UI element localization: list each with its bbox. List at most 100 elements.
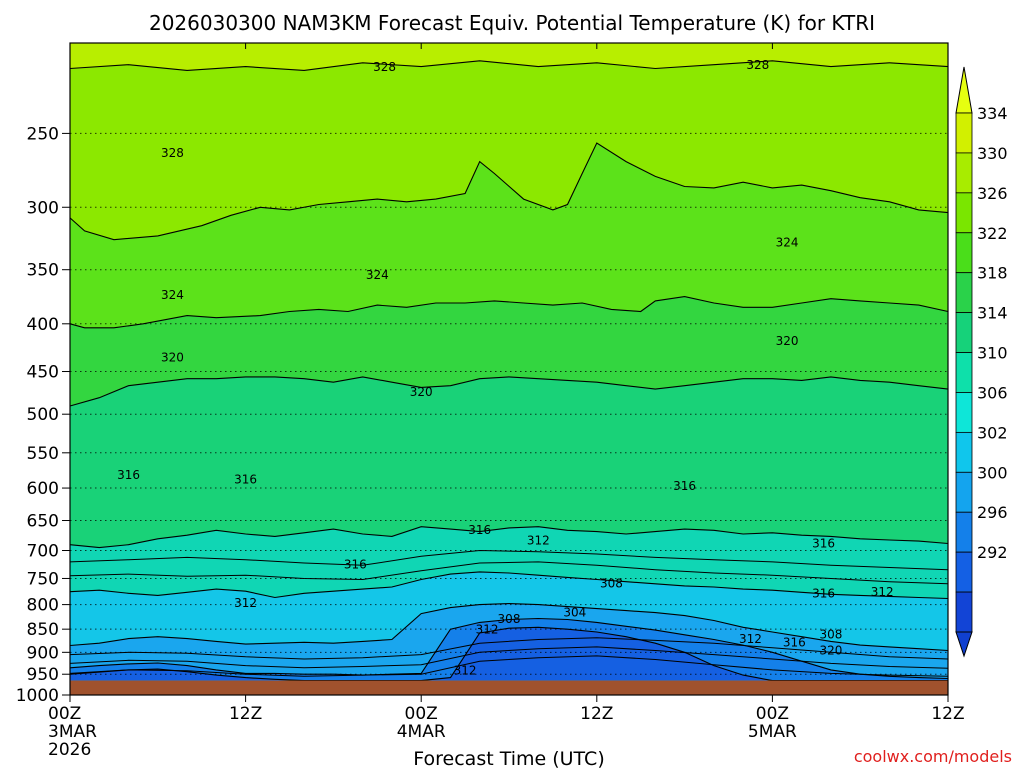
contour-line-310 — [69, 571, 949, 600]
y-tick-label-850: 850 — [27, 620, 59, 640]
colorbar-swatch-11 — [955, 551, 973, 593]
colorbar-label-296: 296 — [977, 503, 1008, 522]
colorbar-top-arrow — [955, 66, 973, 114]
y-tick-label-950: 950 — [27, 665, 59, 685]
contour-label-text: 312 — [454, 663, 477, 677]
band-fill-322-326 — [70, 143, 948, 328]
colorbar-label-330: 330 — [977, 144, 1008, 163]
contour-label-328: 328 — [746, 58, 769, 72]
contour-label-312: 312 — [234, 596, 257, 610]
y-tick-label-350: 350 — [27, 261, 59, 281]
contour-label-text: 328 — [746, 58, 769, 72]
y-tick-label-800: 800 — [27, 596, 59, 616]
band-fill-302-306 — [70, 603, 948, 679]
x-axis-title: Forecast Time (UTC) — [413, 748, 604, 768]
colorbar-swatch-4 — [955, 272, 973, 314]
colorbar-label-318: 318 — [977, 264, 1008, 283]
contour-line-layer — [69, 60, 949, 682]
x-tick-label-5-0: 12Z — [931, 704, 964, 724]
colorbar-swatch-6 — [955, 352, 973, 393]
contour-label-320: 320 — [161, 350, 184, 364]
contour-line-extra — [69, 637, 949, 660]
contour-label-text: 320 — [819, 644, 842, 658]
colorbar-label-306: 306 — [977, 383, 1008, 402]
colorbar-swatch-0 — [955, 112, 973, 154]
colorbar-swatch-5 — [955, 312, 973, 353]
colorbar-swatch-10 — [955, 511, 973, 553]
contour-label-316: 316 — [812, 536, 835, 550]
contour-label-text: 324 — [161, 288, 184, 302]
contour-label-text: 316 — [234, 473, 257, 487]
contour-label-text: 304 — [563, 606, 586, 620]
y-tick-label-250: 250 — [27, 124, 59, 144]
colorbar-label-314: 314 — [977, 304, 1008, 323]
plot-frame — [69, 42, 949, 696]
y-tick-label-550: 550 — [27, 444, 59, 464]
contour-label-text: 320 — [161, 350, 184, 364]
contour-label-316: 316 — [783, 635, 806, 649]
contour-label-316: 316 — [344, 558, 367, 572]
contour-label-text: 316 — [344, 558, 367, 572]
contour-line-314 — [69, 526, 949, 549]
contour-label-324: 324 — [776, 236, 799, 250]
contour-label-316: 316 — [468, 523, 491, 537]
terrain-layer — [70, 680, 948, 696]
x-tick-label-4-1: 5MAR — [748, 722, 797, 742]
contour-label-text: 312 — [871, 585, 894, 599]
contour-label-text: 316 — [673, 479, 696, 493]
band-fill-306-310 — [70, 571, 948, 651]
contour-label-text: 312 — [476, 623, 499, 637]
contour-label-text: 324 — [776, 236, 799, 250]
pressure-gridlines — [70, 132, 948, 696]
contour-label-text: 308 — [600, 576, 623, 590]
contour-label-312: 312 — [454, 663, 477, 677]
x-tick-label-1-0: 12Z — [229, 704, 262, 724]
contour-line-326 — [69, 142, 949, 241]
y-tick-label-600: 600 — [27, 479, 59, 499]
colorbar-label-310: 310 — [977, 344, 1008, 363]
contour-label-text: 320 — [410, 385, 433, 399]
y-tick-label-750: 750 — [27, 569, 59, 589]
contour-line-330 — [69, 60, 949, 71]
band-fill-294-298 — [70, 627, 948, 681]
terrain-fill — [70, 680, 948, 695]
y-tick-label-400: 400 — [27, 315, 59, 335]
x-tick-label-2-0: 00Z — [405, 704, 438, 724]
contour-label-324: 324 — [161, 288, 184, 302]
plot-area: 328 328 328 324 324 324 320 320 320 316 316 316 316 3… — [69, 42, 949, 696]
x-tick-label-2-1: 4MAR — [397, 722, 446, 742]
band-fill-326-330 — [70, 60, 948, 240]
credit-link[interactable]: coolwx.com/models — [854, 747, 1012, 766]
contour-line-extra — [69, 561, 949, 585]
colorbar-label-322: 322 — [977, 224, 1008, 243]
contour-line-306 — [69, 603, 949, 652]
contour-label-320: 320 — [819, 644, 842, 658]
colorbar-label-334: 334 — [977, 104, 1008, 123]
contour-label-text: 312 — [234, 596, 257, 610]
y-tick-label-650: 650 — [27, 511, 59, 531]
colorbar-label-302: 302 — [977, 423, 1008, 442]
x-tick-label-0-2: 2026 — [48, 740, 91, 760]
colorbar-label-326: 326 — [977, 184, 1008, 203]
contour-label-text: 328 — [161, 146, 184, 160]
contour-label-304: 304 — [563, 606, 586, 620]
contour-label-312: 312 — [527, 533, 550, 547]
colorbar-swatch-8 — [955, 431, 973, 473]
y-tick-label-900: 900 — [27, 643, 59, 663]
contour-label-text: 328 — [373, 60, 396, 74]
contour-label-316: 316 — [673, 479, 696, 493]
contour-label-316: 316 — [812, 586, 835, 600]
colorbar-swatch-9 — [955, 471, 973, 513]
y-tick-label-1000: 1000 — [16, 686, 59, 706]
contour-label-328: 328 — [373, 60, 396, 74]
x-tick-label-0-1: 3MAR — [48, 722, 97, 742]
contour-label-text: 312 — [527, 533, 550, 547]
y-tick-label-500: 500 — [27, 405, 59, 425]
contour-label-text: 324 — [366, 268, 389, 282]
contour-label-312: 312 — [739, 632, 762, 646]
contour-label-312: 312 — [476, 623, 499, 637]
contour-label-308: 308 — [498, 612, 521, 626]
contour-label-text: 316 — [783, 635, 806, 649]
contour-label-text: 320 — [776, 334, 799, 348]
